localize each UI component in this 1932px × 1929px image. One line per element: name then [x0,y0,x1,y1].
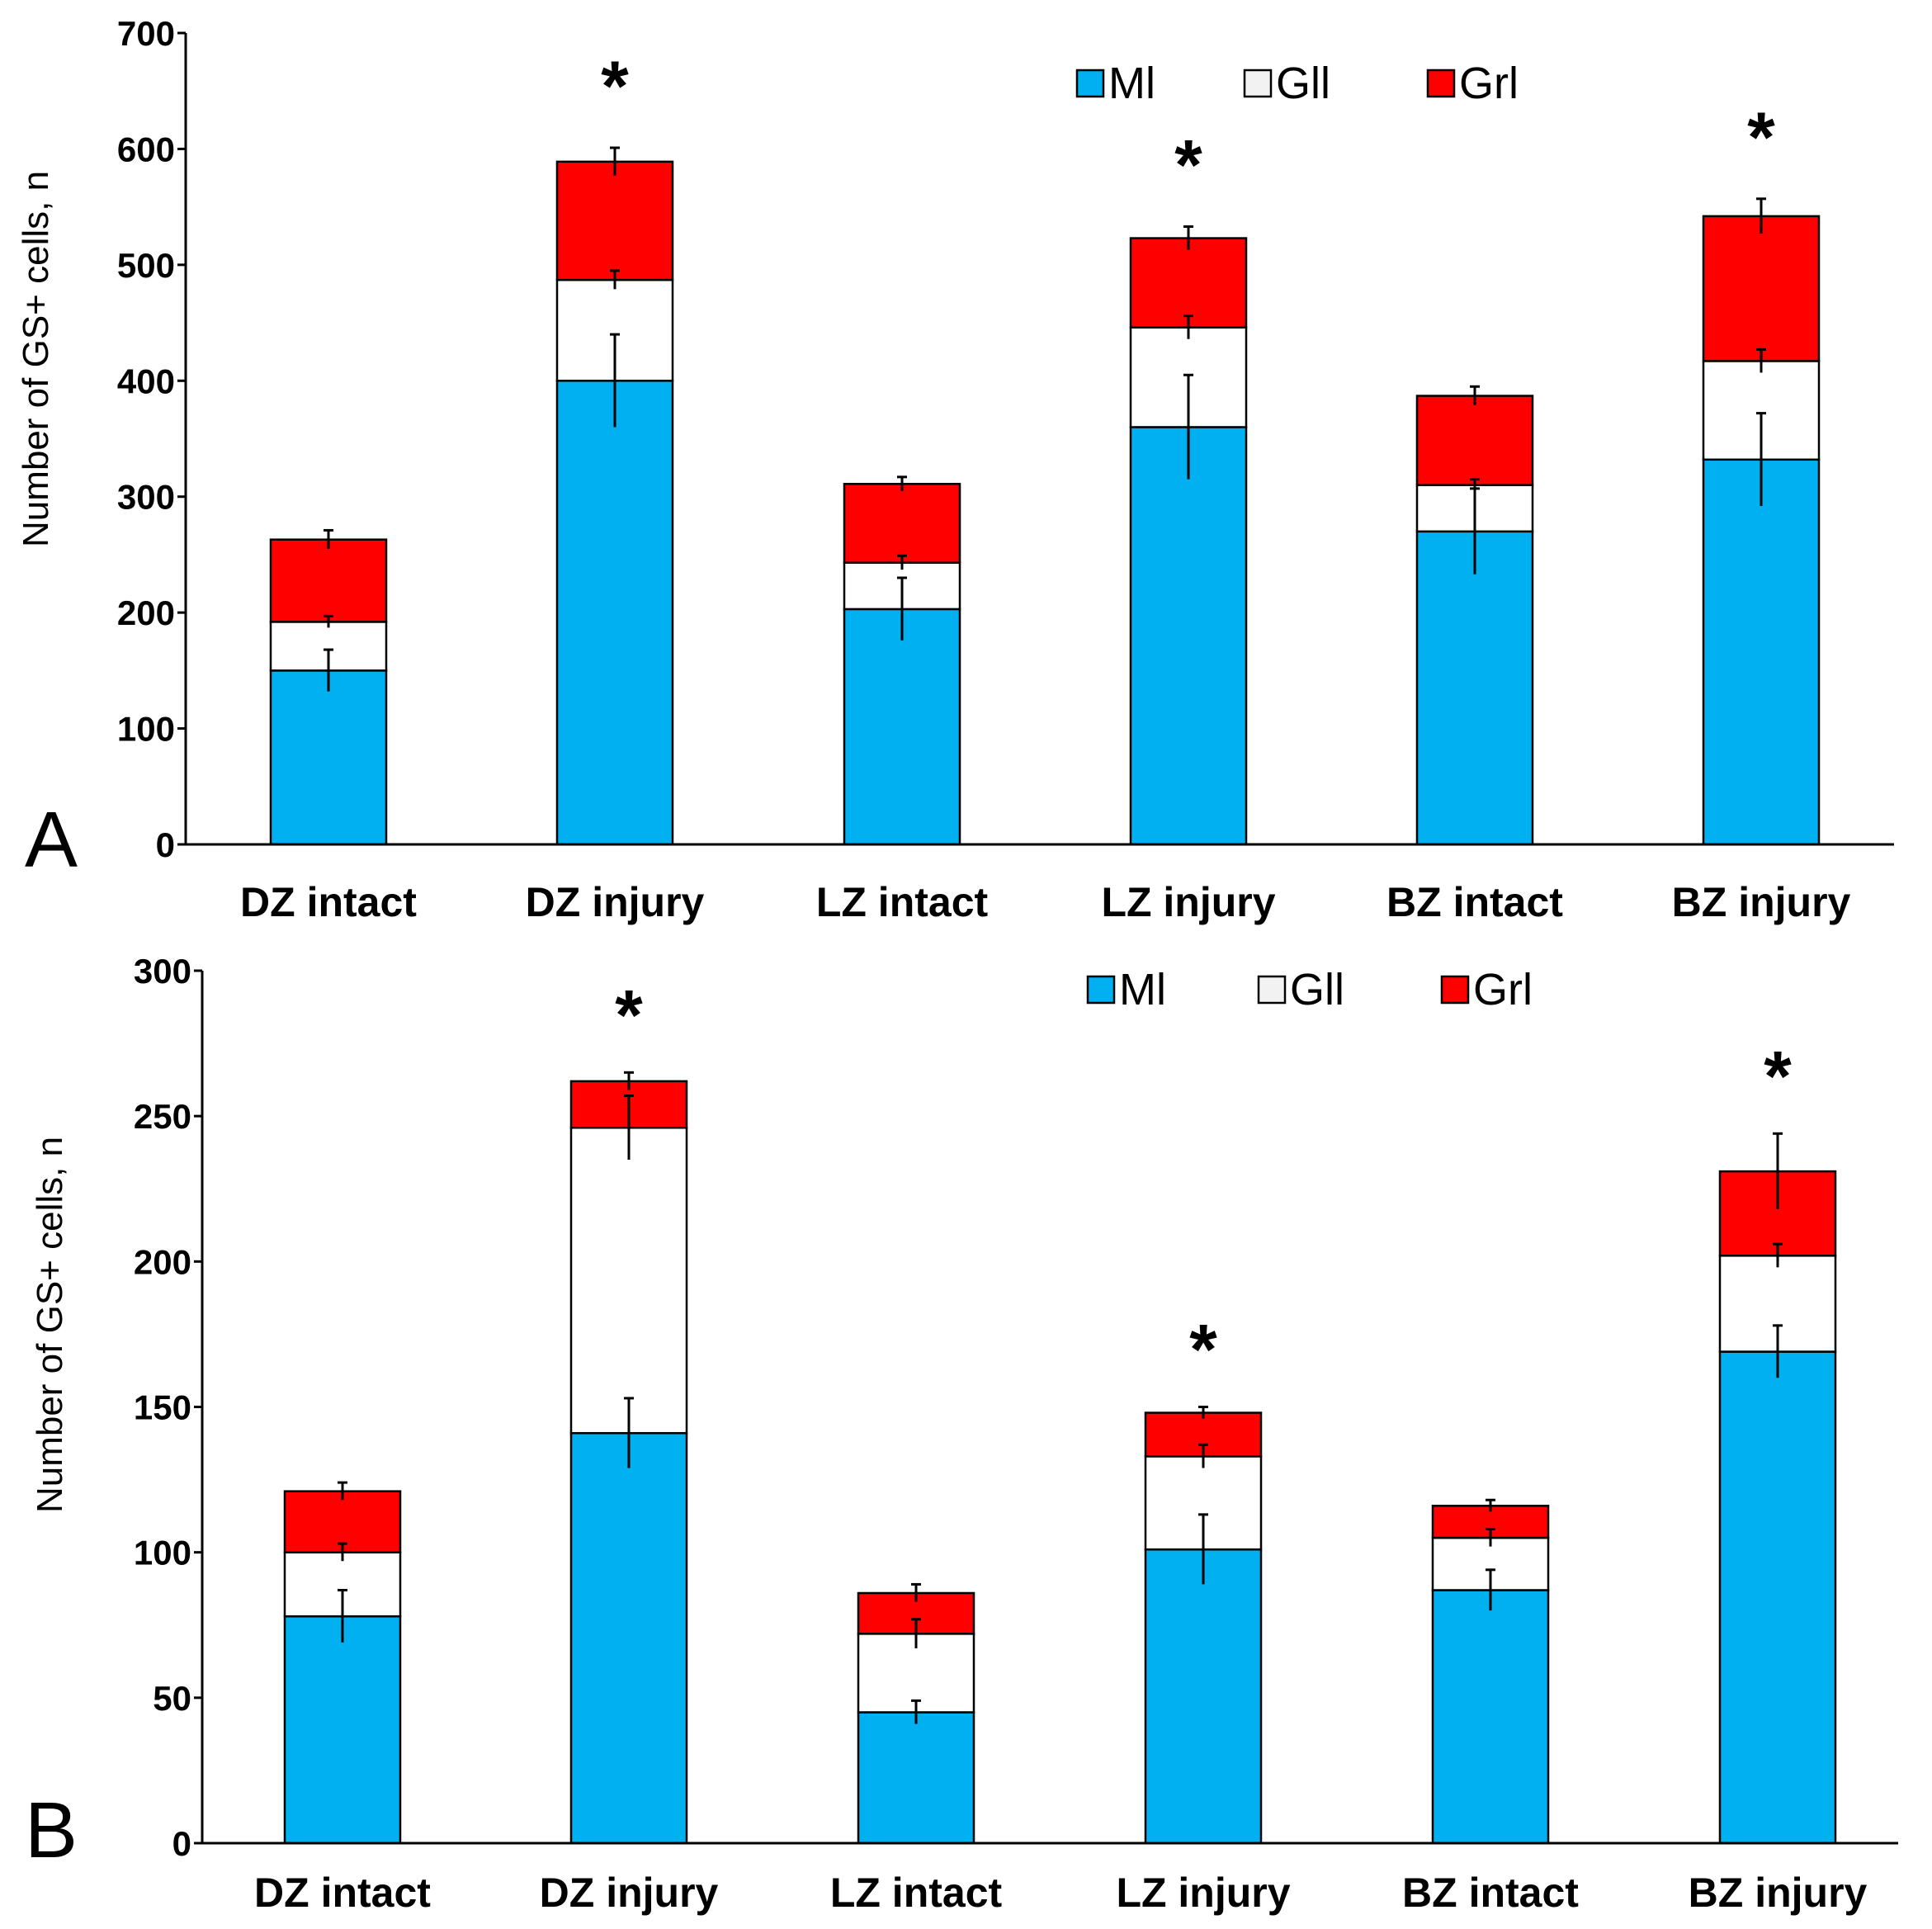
legend-label-grl: Grl [1459,59,1519,108]
panel-b-significance: * * * [615,976,1792,1389]
y-tick-label: 200 [134,1242,191,1281]
bar-segment-grl-bz-injury [1702,215,1821,362]
panel-a-y-axis-label: Number of GS+ cells, n [16,171,56,547]
y-tick-label: 400 [117,362,175,400]
legend-label-gll: Gll [1290,965,1344,1014]
x-category-label: LZ intact [816,879,989,925]
panel-a-letter: A [25,796,78,884]
significance-star: * [1764,1037,1792,1116]
bar-segment-ml-bz-injury [1718,1350,1837,1845]
bar-segment-gll-dz-injury [569,1127,688,1435]
bar-segment-ml-lz-injury [1129,426,1248,846]
panel-b-y-axis-label: Number of GS+ cells, n [30,1137,70,1513]
panel-a-chart: A 0 100 200 300 400 500 600 700 DZ intact DZ inj… [16,14,1894,925]
bar-segment-ml-bz-intact [1415,530,1534,846]
bar-segment-ml-dz-injury [555,380,674,846]
panel-b-legend: Ml Gll Grl [1086,965,1533,1014]
legend-swatch-ml [1086,975,1116,1005]
x-category-label: LZ injury [1116,1870,1290,1916]
x-category-label: BZ injury [1672,879,1851,925]
bar-segment-ml-bz-injury [1702,458,1821,846]
bar-segment-ml-lz-intact [843,608,961,846]
legend-label-grl: Grl [1473,965,1533,1014]
panel-a-y-axis: 0 100 200 300 400 500 600 700 [117,14,187,864]
x-category-label: DZ injury [540,1870,719,1916]
y-tick-label: 150 [134,1388,191,1427]
y-tick-label: 0 [156,825,175,864]
panel-b-error-bars [338,1071,1783,1724]
significance-star: * [1174,126,1202,206]
significance-star: * [615,976,643,1055]
panel-b-x-axis: DZ intact DZ injury LZ intact LZ injury BZ i… [202,1842,1898,1916]
y-tick-label: 500 [117,246,175,285]
bar-segment-grl-lz-injury [1129,237,1248,329]
bar-segment-grl-dz-intact [269,538,388,623]
legend-label-ml: Ml [1119,965,1166,1014]
bar-segment-ml-bz-intact [1431,1589,1550,1845]
bar-segment-ml-dz-injury [569,1431,688,1845]
y-tick-label: 300 [134,952,191,991]
legend-label-ml: Ml [1108,59,1155,108]
y-tick-label: 100 [117,710,175,749]
x-category-label: LZ intact [830,1870,1003,1916]
legend-swatch-gll [1257,975,1287,1005]
panel-b-bars [283,1080,1837,1845]
x-category-label: BZ intact [1402,1870,1579,1916]
bar-segment-grl-dz-intact [283,1490,402,1553]
bar-segment-grl-dz-injury [555,160,674,281]
y-tick-label: 50 [153,1679,191,1718]
y-tick-label: 200 [117,593,175,632]
x-category-label: BZ injury [1689,1870,1868,1916]
y-tick-label: 700 [117,14,175,53]
x-category-label: LZ injury [1101,879,1275,925]
y-tick-label: 250 [134,1097,191,1136]
bar-segment-grl-bz-intact [1415,395,1534,486]
bar-segment-ml-dz-intact [283,1615,402,1845]
bar-segment-ml-lz-intact [857,1711,975,1845]
panel-b-chart: B 0 50 100 150 200 250 300 DZ intact DZ injury L… [25,952,1898,1916]
panel-a-legend: Ml Gll Grl [1075,59,1519,108]
significance-star: * [1189,1311,1217,1390]
bar-segment-grl-lz-intact [843,483,961,565]
x-category-label: DZ intact [240,879,417,925]
legend-swatch-ml [1075,69,1105,98]
legend-label-gll: Gll [1276,59,1330,108]
legend-swatch-gll [1243,69,1273,98]
x-category-label: DZ intact [254,1870,431,1916]
y-tick-label: 100 [134,1534,191,1572]
legend-swatch-grl [1440,975,1470,1005]
x-category-label: BZ intact [1386,879,1563,925]
significance-star: * [1747,98,1775,177]
y-tick-label: 600 [117,130,175,168]
significance-star: * [601,47,629,126]
panel-a-error-bars [324,146,1766,692]
panel-b-letter: B [25,1786,78,1875]
bar-segment-ml-dz-intact [269,669,388,846]
x-category-label: DZ injury [526,879,705,925]
panel-b-y-axis: 0 50 100 150 200 250 300 [134,952,204,1863]
panel-a-bars [269,160,1821,846]
panel-a-significance: * * * [601,47,1775,205]
y-tick-label: 300 [117,478,175,517]
y-tick-label: 0 [172,1824,191,1863]
bar-segment-ml-lz-injury [1144,1548,1263,1845]
legend-swatch-grl [1426,69,1456,98]
panel-a-x-axis: DZ intact DZ injury LZ intact LZ injury BZ i… [186,843,1894,925]
